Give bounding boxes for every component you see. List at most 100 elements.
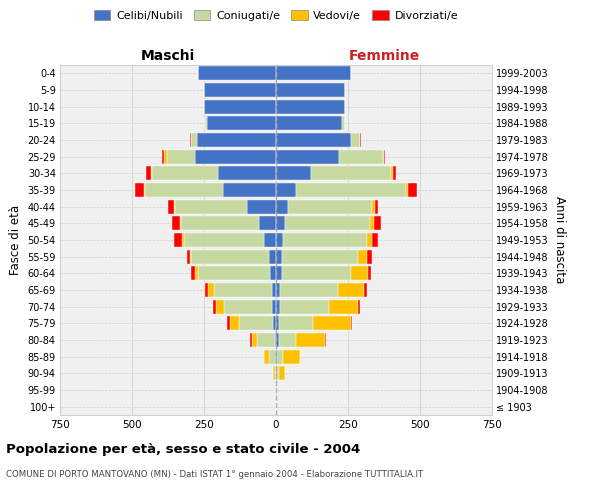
Bar	[184, 233, 265, 247]
Bar	[164, 150, 167, 164]
Bar	[204, 100, 276, 114]
Bar	[146, 166, 151, 180]
Bar	[212, 300, 215, 314]
Bar	[182, 233, 184, 247]
Bar	[358, 300, 359, 314]
Bar	[275, 366, 276, 380]
Bar	[275, 333, 276, 347]
Bar	[145, 183, 223, 197]
Bar	[215, 300, 224, 314]
Bar	[359, 133, 361, 147]
Bar	[247, 200, 276, 214]
Bar	[367, 233, 373, 247]
Y-axis label: Fasce di età: Fasce di età	[9, 205, 22, 275]
Bar	[230, 316, 239, 330]
Legend: Celibi/Nubili, Coniugati/e, Vedovi/e, Divorziati/e: Celibi/Nubili, Coniugati/e, Vedovi/e, Di…	[92, 8, 460, 24]
Bar	[368, 266, 371, 280]
Bar	[296, 333, 325, 347]
Bar	[198, 66, 276, 80]
Bar	[284, 216, 370, 230]
Bar	[342, 116, 345, 130]
Bar	[276, 166, 311, 180]
Bar	[280, 300, 329, 314]
Bar	[270, 266, 276, 280]
Bar	[276, 300, 280, 314]
Bar	[272, 300, 276, 314]
Bar	[367, 250, 373, 264]
Bar	[373, 200, 376, 214]
Bar	[172, 216, 179, 230]
Bar	[269, 350, 275, 364]
Text: Popolazione per età, sesso e stato civile - 2004: Popolazione per età, sesso e stato civil…	[6, 442, 360, 456]
Text: Maschi: Maschi	[141, 48, 195, 62]
Bar	[272, 283, 276, 297]
Bar	[276, 100, 345, 114]
Bar	[276, 83, 345, 97]
Bar	[351, 133, 359, 147]
Bar	[376, 200, 378, 214]
Y-axis label: Anni di nascita: Anni di nascita	[553, 196, 566, 284]
Bar	[351, 266, 368, 280]
Bar	[152, 166, 218, 180]
Bar	[175, 200, 247, 214]
Bar	[265, 233, 276, 247]
Bar	[283, 350, 301, 364]
Bar	[273, 366, 275, 380]
Bar	[151, 166, 152, 180]
Bar	[276, 216, 284, 230]
Bar	[273, 316, 276, 330]
Bar	[276, 200, 287, 214]
Bar	[174, 233, 182, 247]
Bar	[257, 333, 275, 347]
Bar	[196, 266, 198, 280]
Bar	[296, 183, 406, 197]
Bar	[276, 66, 351, 80]
Bar	[250, 333, 251, 347]
Bar	[143, 183, 145, 197]
Bar	[276, 366, 277, 380]
Bar	[279, 333, 296, 347]
Bar	[265, 350, 269, 364]
Text: COMUNE DI PORTO MANTOVANO (MN) - Dati ISTAT 1° gennaio 2004 - Elaborazione TUTTI: COMUNE DI PORTO MANTOVANO (MN) - Dati IS…	[6, 470, 423, 479]
Bar	[218, 166, 276, 180]
Bar	[179, 216, 181, 230]
Bar	[329, 300, 358, 314]
Bar	[283, 233, 367, 247]
Bar	[340, 150, 383, 164]
Bar	[276, 250, 282, 264]
Bar	[162, 150, 164, 164]
Bar	[276, 116, 342, 130]
Bar	[287, 200, 373, 214]
Bar	[406, 183, 409, 197]
Bar	[338, 283, 364, 297]
Bar	[205, 116, 207, 130]
Bar	[168, 200, 174, 214]
Bar	[311, 166, 391, 180]
Bar	[190, 133, 191, 147]
Bar	[384, 150, 385, 164]
Bar	[276, 350, 277, 364]
Text: Femmine: Femmine	[349, 48, 419, 62]
Bar	[358, 250, 367, 264]
Bar	[207, 116, 276, 130]
Bar	[191, 133, 197, 147]
Bar	[364, 283, 367, 297]
Bar	[276, 333, 279, 347]
Bar	[196, 150, 276, 164]
Bar	[351, 316, 352, 330]
Bar	[214, 283, 272, 297]
Bar	[277, 350, 283, 364]
Bar	[275, 350, 276, 364]
Bar	[383, 150, 384, 164]
Bar	[276, 150, 340, 164]
Bar	[277, 366, 279, 380]
Bar	[279, 366, 284, 380]
Bar	[251, 333, 257, 347]
Bar	[370, 216, 374, 230]
Bar	[191, 250, 269, 264]
Bar	[282, 266, 351, 280]
Bar	[313, 316, 351, 330]
Bar	[276, 316, 279, 330]
Bar	[276, 133, 351, 147]
Bar	[187, 250, 190, 264]
